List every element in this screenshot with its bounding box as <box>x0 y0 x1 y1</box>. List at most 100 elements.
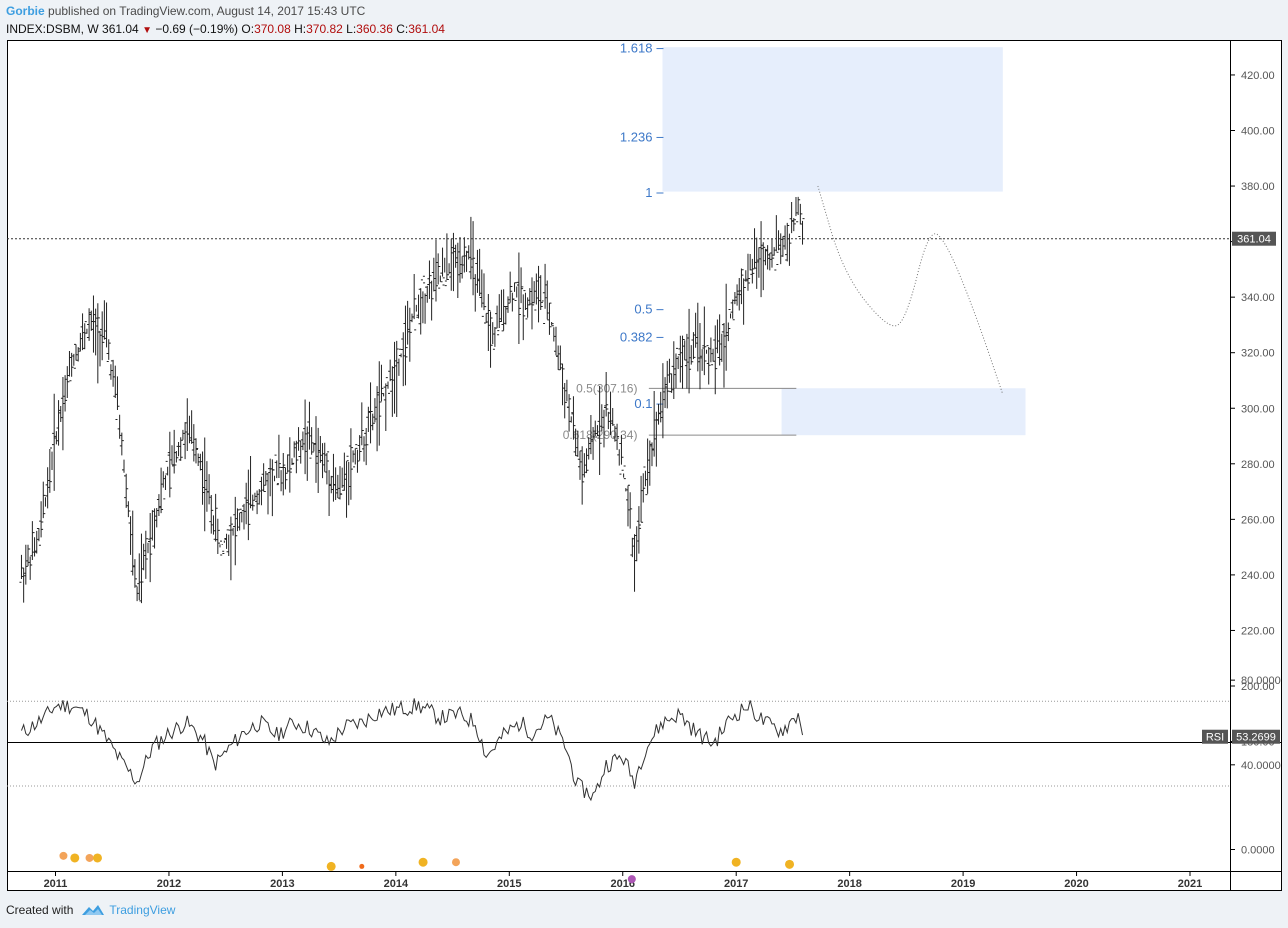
price-bar <box>233 496 238 566</box>
price-bar <box>420 275 425 324</box>
price-bar <box>353 444 358 465</box>
price-bar <box>174 451 179 466</box>
x-tick-label: 2020 <box>1064 878 1088 890</box>
price-bar <box>224 533 229 553</box>
close-value: 361.04 <box>408 22 445 36</box>
price-bar <box>119 432 124 456</box>
price-bar <box>340 467 345 495</box>
last-price: 361.04 <box>102 22 139 36</box>
price-bar <box>680 335 685 389</box>
price-bar <box>63 375 68 412</box>
price-bar <box>43 494 48 507</box>
price-bar <box>735 284 740 306</box>
tradingview-link[interactable]: TradingView <box>109 903 176 917</box>
price-bar <box>438 265 443 282</box>
price-bar <box>512 282 517 302</box>
price-bar <box>26 544 31 567</box>
price-bar <box>296 427 301 458</box>
price-bar <box>414 298 419 318</box>
price-bar <box>170 445 175 467</box>
tradingview-logo-icon <box>82 905 105 915</box>
price-bar <box>274 460 279 486</box>
price-bar <box>597 385 602 476</box>
low-value: 360.36 <box>356 22 393 36</box>
price-bar <box>584 448 589 474</box>
price-bar <box>135 585 140 602</box>
price-bar <box>298 440 303 464</box>
symbol-info: INDEX:DSBM, W 361.04 ▼ −0.69 (−0.19%) O:… <box>6 22 445 36</box>
price-bar <box>623 478 628 492</box>
price-bar <box>800 218 805 245</box>
rsi-y-tick-label: 80.0000 <box>1241 675 1281 687</box>
rsi-label-bg <box>1202 729 1228 744</box>
price-bar <box>418 288 423 335</box>
footer: Created with TradingView <box>6 903 175 917</box>
price-bar <box>571 396 576 440</box>
price-bar <box>545 280 550 321</box>
y-tick-label: 420.00 <box>1241 70 1275 82</box>
price-bar <box>111 359 116 387</box>
fib-level-label: 0.1 <box>634 396 652 411</box>
price-bar <box>266 468 271 515</box>
price-bar <box>558 345 563 371</box>
price-bar <box>608 391 613 435</box>
price-bar <box>471 221 476 296</box>
price-chart[interactable]: 420.00400.00380.00360.00340.00320.00300.… <box>0 0 1288 900</box>
price-bar <box>388 359 393 392</box>
price-bar <box>425 284 430 303</box>
price-bar <box>706 346 711 385</box>
price-bar <box>453 244 458 268</box>
price-bar <box>211 515 216 535</box>
author-name[interactable]: Gorbie <box>6 4 45 18</box>
price-bar <box>194 438 199 464</box>
price-bar <box>407 307 412 362</box>
chart-frame <box>7 40 1282 891</box>
price-bar <box>591 426 596 460</box>
price-bar <box>89 310 94 331</box>
last-price-label-bg <box>1232 231 1276 246</box>
price-bar <box>543 263 548 325</box>
price-bar <box>652 390 657 457</box>
rsi-signal-marker <box>359 863 365 869</box>
price-bar <box>719 331 724 362</box>
price-bar <box>113 365 118 398</box>
price-bar <box>503 306 508 325</box>
price-bar <box>783 225 788 256</box>
price-bar <box>372 398 377 424</box>
price-bar <box>505 296 510 313</box>
price-bar <box>167 431 172 498</box>
price-bar <box>569 412 574 423</box>
price-bar <box>130 510 135 576</box>
price-bar <box>713 325 718 395</box>
price-bar <box>405 300 410 349</box>
price-bar <box>300 431 305 451</box>
y-tick-label: 320.00 <box>1241 348 1275 360</box>
price-bar <box>196 448 201 467</box>
price-bar <box>726 322 731 342</box>
price-bar <box>708 337 713 363</box>
price-bar <box>102 300 107 343</box>
price-bar <box>220 543 225 556</box>
rsi-signal-marker <box>85 853 94 862</box>
price-bar <box>100 311 105 361</box>
price-bar <box>124 473 129 508</box>
price-bar <box>444 233 449 282</box>
price-bar <box>161 471 166 500</box>
price-bar <box>213 493 218 542</box>
price-bar <box>324 453 329 485</box>
price-bar <box>154 507 159 528</box>
price-bar <box>586 437 591 460</box>
price-bar <box>252 492 257 501</box>
price-bar <box>342 452 347 491</box>
price-bar <box>704 345 709 362</box>
price-bar <box>767 252 772 271</box>
price-bar <box>538 275 543 311</box>
price-bar <box>645 438 650 494</box>
price-bar <box>562 382 567 419</box>
price-bar <box>656 403 661 425</box>
price-bar <box>534 273 539 311</box>
price-bar <box>547 302 552 335</box>
price-bar <box>745 253 750 291</box>
price-bar <box>691 332 696 360</box>
price-bar <box>146 538 151 554</box>
